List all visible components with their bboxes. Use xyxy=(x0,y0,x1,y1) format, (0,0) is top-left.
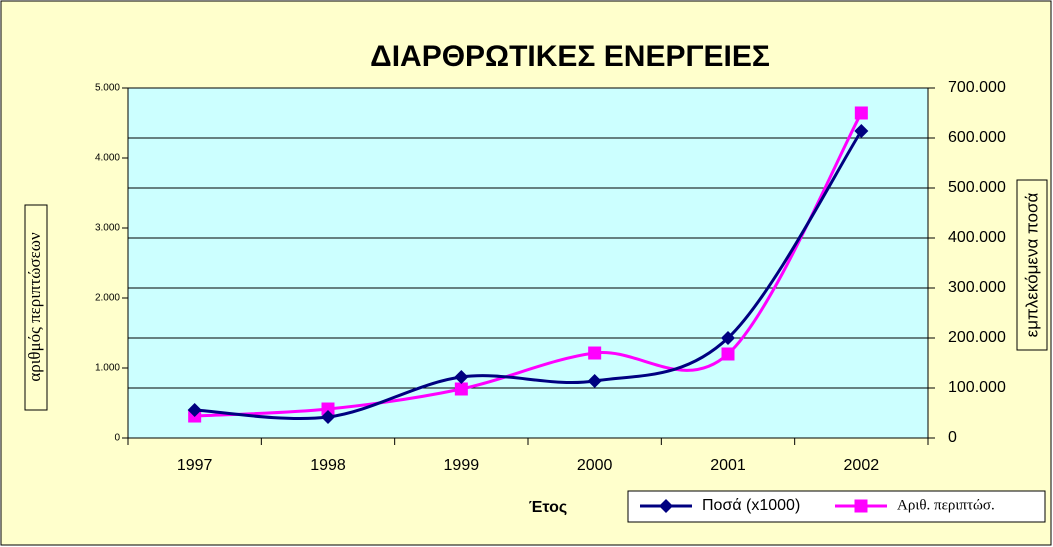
data-point xyxy=(587,374,602,388)
data-point xyxy=(854,106,868,120)
data-point xyxy=(854,124,869,138)
x-axis-label: Έτος xyxy=(529,499,567,516)
y-tick-label: 2.000 xyxy=(95,293,120,304)
y2-tick-label: 100.000 xyxy=(948,379,1006,396)
y2-tick-label: 600.000 xyxy=(948,129,1006,146)
y2-tick-label: 700.000 xyxy=(948,79,1006,96)
chart-title: ΔΙΑΡΘΡΩΤΙΚΕΣ ΕΝΕΡΓΕΙΕΣ xyxy=(370,40,770,73)
data-point xyxy=(454,382,468,396)
data-point xyxy=(588,346,602,360)
plot-area xyxy=(127,87,929,439)
y2-label-box xyxy=(1016,179,1048,351)
legend-marker xyxy=(659,499,673,513)
data-point xyxy=(321,402,335,416)
data-point xyxy=(321,410,335,424)
y2-tick-label: 500.000 xyxy=(948,179,1006,196)
y-tick-label: 1.000 xyxy=(95,363,120,374)
y2-tick-label: 400.000 xyxy=(948,229,1006,246)
x-tick-label: 2002 xyxy=(844,457,880,474)
x-tick-label: 1997 xyxy=(177,457,213,474)
data-point xyxy=(721,331,735,345)
y2-axis-label: εμπλεκόμενα ποσά xyxy=(1022,193,1041,338)
y2-tick-label: 200.000 xyxy=(948,329,1006,346)
y-tick-label: 0 xyxy=(114,433,120,444)
y-tick-label: 5.000 xyxy=(95,83,120,94)
x-tick-label: 2001 xyxy=(710,457,746,474)
y-label-box xyxy=(24,204,48,411)
y-tick-label: 3.000 xyxy=(95,223,120,234)
legend-marker xyxy=(854,499,868,513)
data-point xyxy=(187,403,202,417)
x-tick-label: 1999 xyxy=(444,457,480,474)
x-tick-label: 1998 xyxy=(310,457,346,474)
legend-label: Αριθ. περιπτώσ. xyxy=(897,497,995,513)
y-axis-label: αριθμός περιπτώσεων xyxy=(25,232,44,382)
y-tick-label: 4.000 xyxy=(95,153,120,164)
legend-label: Ποσά (x1000) xyxy=(702,497,800,514)
y2-tick-label: 0 xyxy=(948,429,957,446)
y2-tick-label: 300.000 xyxy=(948,279,1006,296)
data-point xyxy=(721,347,735,361)
data-point xyxy=(454,370,469,384)
y2-label-clip: εμπλεκόμενα ποσά xyxy=(1022,193,1041,338)
x-tick-label: 2000 xyxy=(577,457,613,474)
